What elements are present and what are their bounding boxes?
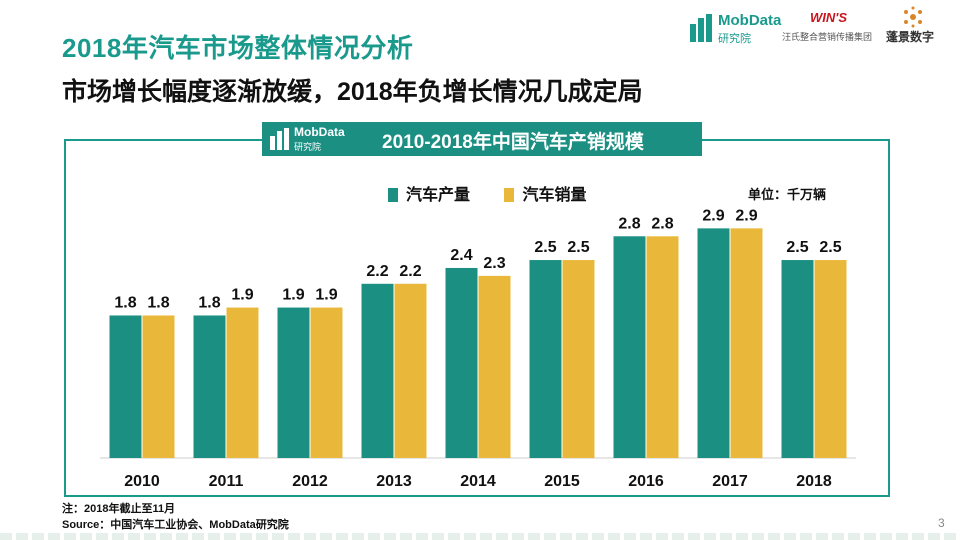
mobdata-logo-sub: 研究院	[718, 33, 751, 45]
mobdata-logo-icon	[270, 128, 289, 150]
x-tick-label-2018: 2018	[796, 473, 832, 490]
page-number: 3	[938, 516, 945, 530]
wins-logo: WIN'S 汪氏整合营销传播集团	[782, 8, 882, 46]
data-label-sales-2011: 1.9	[231, 287, 253, 304]
x-tick-label-2013: 2013	[376, 473, 412, 490]
data-label-sales-2015: 2.5	[567, 239, 589, 256]
footnote: 注：2018年截止至11月	[62, 503, 176, 515]
bar-production-2010	[109, 315, 142, 458]
chart-title-bar: MobData 研究院 2010-2018年中国汽车产销规模	[262, 122, 702, 156]
x-tick-label-2010: 2010	[124, 473, 160, 490]
legend-swatch-sales	[504, 188, 515, 202]
legend-swatch-production	[388, 188, 398, 202]
page-title: 2018年汽车市场整体情况分析	[62, 33, 414, 63]
source-note: Source：中国汽车工业协会、MobData研究院	[62, 519, 289, 531]
bar-production-2016	[613, 236, 646, 458]
data-label-sales-2016: 2.8	[651, 215, 673, 232]
decorative-bottom-strip	[0, 533, 960, 540]
data-label-production-2012: 1.9	[282, 287, 304, 304]
data-label-production-2014: 2.4	[450, 247, 472, 264]
bar-production-2013	[361, 283, 394, 458]
legend-label-production: 汽车产量	[406, 187, 471, 204]
mobdata-logo-name: MobData	[718, 12, 782, 29]
data-label-sales-2013: 2.2	[399, 263, 421, 280]
bar-sales-2013	[394, 283, 427, 458]
wins-logo-name: WIN'S	[810, 10, 848, 25]
chart-title: 2010-2018年中国汽车产销规模	[382, 132, 644, 153]
bar-sales-2010	[142, 315, 175, 458]
bar-production-2012	[277, 307, 310, 458]
chart-legend: 汽车产量 汽车销量	[388, 181, 616, 205]
legend-item-sales: 汽车销量	[504, 181, 586, 205]
data-label-sales-2018: 2.5	[819, 239, 841, 256]
pengjing-logo: 蓬景数字	[884, 6, 944, 46]
data-label-sales-2017: 2.9	[735, 207, 757, 224]
bar-sales-2016	[646, 236, 679, 458]
data-label-sales-2010: 1.8	[147, 294, 169, 311]
data-label-production-2018: 2.5	[786, 239, 808, 256]
pengjing-logo-name: 蓬景数字	[886, 30, 935, 44]
x-tick-label-2015: 2015	[544, 473, 580, 490]
data-label-production-2010: 1.8	[114, 294, 136, 311]
legend-item-production: 汽车产量	[388, 181, 470, 205]
data-label-sales-2014: 2.3	[483, 255, 505, 272]
mobdata-logo: MobData 研究院	[690, 12, 782, 46]
page-subtitle: 市场增长幅度逐渐放缓，2018年负增长情况几成定局	[62, 78, 643, 106]
pengjing-logo-icon	[904, 6, 922, 28]
bar-production-2014	[445, 267, 478, 458]
x-tick-label-2017: 2017	[712, 473, 748, 490]
bar-sales-2017	[730, 228, 763, 458]
bar-sales-2014	[478, 275, 511, 458]
chart-bar-logo-sub: 研究院	[294, 142, 322, 152]
data-label-production-2017: 2.9	[702, 207, 724, 224]
data-label-production-2016: 2.8	[618, 215, 640, 232]
mobdata-logo-icon	[690, 14, 712, 42]
data-label-sales-2012: 1.9	[315, 287, 337, 304]
x-tick-label-2012: 2012	[292, 473, 328, 490]
bar-production-2017	[697, 228, 730, 458]
bar-production-2011	[193, 315, 226, 458]
data-label-production-2011: 1.8	[198, 294, 220, 311]
legend-label-sales: 汽车销量	[522, 187, 587, 204]
wins-logo-sub: 汪氏整合营销传播集团	[782, 32, 873, 42]
bar-production-2015	[529, 260, 562, 458]
data-label-production-2015: 2.5	[534, 239, 556, 256]
x-tick-label-2016: 2016	[628, 473, 664, 490]
bar-production-2018	[781, 260, 814, 458]
x-tick-label-2011: 2011	[209, 473, 244, 490]
bar-sales-2011	[226, 307, 259, 458]
bar-sales-2012	[310, 307, 343, 458]
bar-sales-2015	[562, 260, 595, 458]
x-tick-label-2014: 2014	[460, 473, 496, 490]
chart-bar-logo-name: MobData	[294, 125, 345, 139]
bar-sales-2018	[814, 260, 847, 458]
data-label-production-2013: 2.2	[366, 263, 388, 280]
unit-label: 单位：千万辆	[748, 187, 827, 202]
